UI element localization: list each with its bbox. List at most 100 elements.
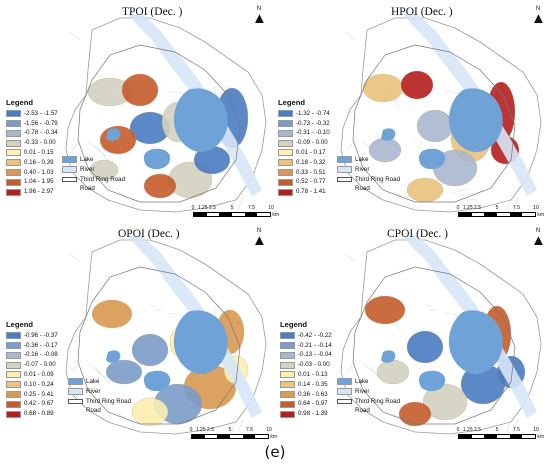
legend-features: Lake River Third Ring Road Road xyxy=(337,155,400,194)
legend-item: 0.10 - 0.24 xyxy=(6,380,58,390)
legend-item: -0.16 - -0.08 xyxy=(6,350,58,360)
legend-features: Lake River Third Ring Road Road xyxy=(68,377,131,416)
legend-item: 0.18 - 0.32 xyxy=(278,158,330,168)
swatch xyxy=(280,351,295,359)
figure-caption: (e) xyxy=(264,443,286,461)
swatch xyxy=(280,371,295,379)
swatch xyxy=(6,400,21,408)
swatch xyxy=(278,168,293,176)
scale-bar: 0 1.25 2.5 5 7.5 10 km xyxy=(191,205,279,218)
tpoi-map xyxy=(65,14,267,217)
scale-bar: 0 1.25 2.5 5 7.5 10 km xyxy=(456,427,544,440)
scale-bar: 0 1.25 2.5 5 7.5 10 km xyxy=(189,427,277,440)
panel-title: HPOI (Dec. ) xyxy=(391,6,453,18)
opoi-map xyxy=(65,236,267,439)
scale-bar: 0 1.25 2.5 5 7.5 10 km xyxy=(456,205,544,218)
swatch xyxy=(6,341,21,349)
river-swatch xyxy=(62,166,77,174)
lake-swatch xyxy=(62,156,77,164)
legend: Legend -2.53 - -1.57 -1.56 - -0.79 -0.78… xyxy=(6,98,58,197)
legend-item: -0.31 - -0.10 xyxy=(278,128,330,138)
map-panel-tpoi: TPOI (Dec. ) N ▲ Legend -2.53 - -1.57 -1.… xyxy=(0,0,279,222)
swatch xyxy=(6,119,21,127)
hpoi-map xyxy=(340,14,542,217)
swatch xyxy=(280,381,295,389)
panel-title: OPOI (Dec. ) xyxy=(118,228,180,240)
legend-item: 1.96 - 2.97 xyxy=(6,187,58,197)
swatch xyxy=(6,332,21,340)
road-swatch xyxy=(68,398,83,404)
north-arrow-icon: N ▲ xyxy=(531,6,546,27)
swatch xyxy=(6,110,21,118)
swatch xyxy=(6,390,21,398)
swatch xyxy=(6,351,21,359)
swatch xyxy=(6,168,21,176)
swatch xyxy=(278,139,293,147)
legend-item: 0.25 - 0.41 xyxy=(6,390,58,400)
legend-title: Legend xyxy=(6,98,34,107)
map-panel-hpoi: HPOI (Dec. ) N ▲ Legend -1.32 - -0.74 -0.… xyxy=(275,0,550,222)
legend-item: -0.09 - 0.00 xyxy=(278,138,330,148)
legend-item: 0.52 - 0.77 xyxy=(278,177,330,187)
river-swatch xyxy=(337,166,352,174)
legend-item: 0.68 - 0.89 xyxy=(6,409,58,419)
legend-item: -0.33 - 0.00 xyxy=(6,138,58,148)
legend-item: -0.21 - -0.14 xyxy=(280,341,332,351)
legend-item: 0.01 - 0.13 xyxy=(280,370,332,380)
legend-item: -0.96 - -0.37 xyxy=(6,331,58,341)
swatch xyxy=(280,341,295,349)
map-panel-opoi: OPOI (Dec. ) N ▲ Legend -0.96 - -0.37 -0.… xyxy=(0,222,277,444)
legend-item: 0.01 - 0.15 xyxy=(6,148,58,158)
legend-item: 0.33 - 0.51 xyxy=(278,168,330,178)
swatch xyxy=(278,159,293,167)
lake-swatch xyxy=(68,378,83,386)
legend-title: Legend xyxy=(280,320,308,329)
swatch xyxy=(6,149,21,157)
legend: Legend -1.32 - -0.74 -0.73 - -0.32 -0.31… xyxy=(278,98,330,197)
legend-item: 0.36 - 0.63 xyxy=(280,390,332,400)
road-swatch xyxy=(62,176,77,182)
road-swatch xyxy=(337,176,352,182)
cpoi-map xyxy=(340,236,542,439)
swatch xyxy=(278,178,293,186)
legend: Legend -0.96 - -0.37 -0.36 - -0.17 -0.16… xyxy=(6,320,58,419)
legend: Legend -0.42 - -0.22 -0.21 - -0.14 -0.13… xyxy=(280,320,332,419)
road-swatch xyxy=(337,398,352,404)
legend-item: 0.78 - 1.41 xyxy=(278,187,330,197)
legend-item: -0.36 - -0.17 xyxy=(6,341,58,351)
swatch xyxy=(278,119,293,127)
legend-item: -1.56 - -0.79 xyxy=(6,119,58,129)
swatch xyxy=(278,188,293,196)
river-swatch xyxy=(68,388,83,396)
legend-item: -0.73 - -0.32 xyxy=(278,119,330,129)
north-arrow-icon: N ▲ xyxy=(252,228,267,249)
lake-swatch xyxy=(337,378,352,386)
legend-item: 0.64 - 0.97 xyxy=(280,399,332,409)
legend-item: -0.03 - 0.00 xyxy=(280,360,332,370)
swatch xyxy=(278,129,293,137)
legend-item: -0.42 - -0.22 xyxy=(280,331,332,341)
legend-item: 0.14 - 0.35 xyxy=(280,380,332,390)
swatch xyxy=(6,410,21,418)
panel-title: TPOI (Dec. ) xyxy=(122,6,183,18)
legend-item: -0.13 - -0.04 xyxy=(280,350,332,360)
legend-item: -1.32 - -0.74 xyxy=(278,109,330,119)
legend-item: 0.01 - 0.09 xyxy=(6,370,58,380)
legend-title: Legend xyxy=(278,98,306,107)
legend-item: 1.04 - 1.95 xyxy=(6,177,58,187)
swatch xyxy=(6,381,21,389)
legend-item: 0.42 - 0.67 xyxy=(6,399,58,409)
north-arrow-icon: N ▲ xyxy=(252,6,267,27)
legend-title: Legend xyxy=(6,320,34,329)
map-panel-cpoi: CPOI (Dec. ) N ▲ Legend -0.42 - -0.22 -0.… xyxy=(275,222,550,444)
legend-features: Lake River Third Ring Road Road xyxy=(62,155,125,194)
legend-item: 0.16 - 0.39 xyxy=(6,158,58,168)
legend-features: Lake River Third Ring Road Road xyxy=(337,377,400,416)
swatch xyxy=(6,139,21,147)
swatch xyxy=(278,149,293,157)
legend-item: 0.01 - 0.17 xyxy=(278,148,330,158)
legend-item: -0.07 - 0.00 xyxy=(6,360,58,370)
swatch xyxy=(280,410,295,418)
legend-item: 0.40 - 1.03 xyxy=(6,168,58,178)
swatch xyxy=(6,159,21,167)
